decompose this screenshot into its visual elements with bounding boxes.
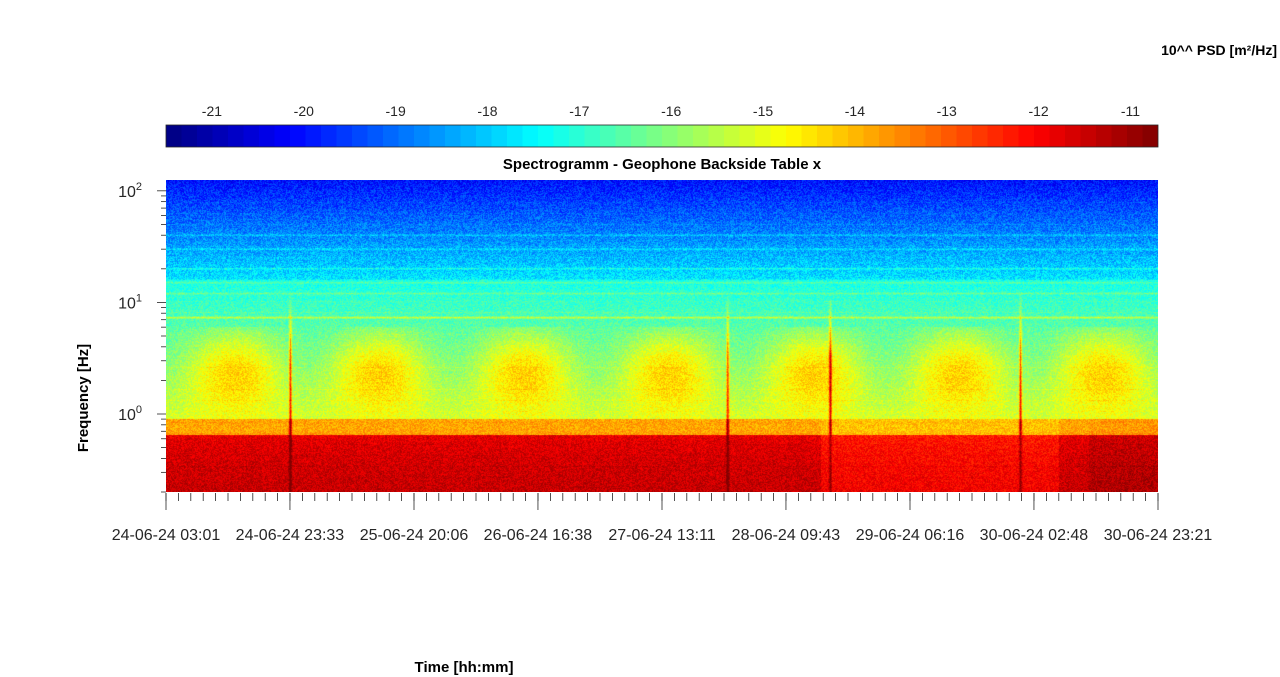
x-tick-label: 27-06-24 13:11: [608, 527, 715, 544]
colorbar: [165, 124, 1159, 148]
y-tick-label: 100: [118, 404, 142, 424]
x-axis-label: Time [hh:mm]: [415, 659, 514, 676]
colorbar-tick-label: -12: [1028, 103, 1048, 119]
y-axis-label: Frequency [Hz]: [75, 344, 92, 452]
x-tick-label: 24-06-24 23:33: [236, 527, 345, 544]
x-tick-label: 29-06-24 06:16: [856, 527, 965, 544]
x-tick-label: 30-06-24 02:48: [980, 527, 1089, 544]
colorbar-frame: [165, 124, 1159, 148]
x-tick-label: 28-06-24 09:43: [732, 527, 841, 544]
colorbar-tick-label: -14: [845, 103, 865, 119]
colorbar-tick-label: -18: [477, 103, 497, 119]
colorbar-label: 10^^ PSD [m²/Hz]: [1161, 42, 1277, 58]
colorbar-tick-label: -21: [202, 103, 222, 119]
x-tick-label: 26-06-24 16:38: [484, 527, 593, 544]
y-tick-label: 102: [118, 181, 142, 201]
chart-title: Spectrogramm - Geophone Backside Table x: [503, 156, 822, 173]
y-axis-ticks: 100 101 102: [118, 181, 166, 493]
spectrogram-heatmap: [166, 180, 1158, 492]
colorbar-tick-label: -11: [1121, 103, 1140, 119]
colorbar-tick-label: -16: [661, 103, 681, 119]
colorbar-tick-label: -20: [294, 103, 314, 119]
colorbar-tick-label: -15: [753, 103, 773, 119]
x-tick-label: 24-06-24 03:01: [112, 527, 221, 544]
x-axis-ticks: 24-06-24 03:01 24-06-24 23:33 25-06-24 20:…: [112, 493, 1213, 544]
y-tick-label: 101: [118, 292, 142, 312]
colorbar-tick-label: -19: [386, 103, 406, 119]
plot-area: 100 101 102 24-06-24 03:01 24-06-24 23:33 25…: [112, 180, 1213, 544]
colorbar-tick-label: -17: [569, 103, 589, 119]
x-tick-label: 25-06-24 20:06: [360, 527, 469, 544]
colorbar-gradient: [166, 125, 1158, 147]
x-tick-label: 30-06-24 23:21: [1104, 527, 1213, 544]
colorbar-tick-label: -13: [937, 103, 957, 119]
